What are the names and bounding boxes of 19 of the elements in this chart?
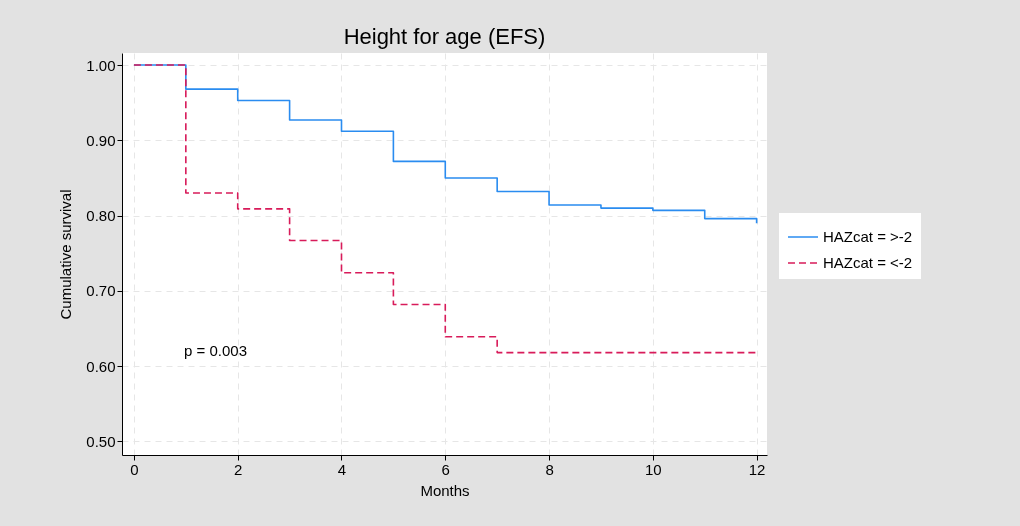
x-tick-label: 10 bbox=[645, 460, 662, 478]
chart-title: Height for age (EFS) bbox=[343, 24, 546, 49]
legend-label: HAZcat = <-2 bbox=[823, 254, 913, 271]
legend-label: HAZcat = >-2 bbox=[823, 228, 913, 245]
y-tick-label: 0.60 bbox=[86, 357, 116, 375]
y-tick-label: 0.80 bbox=[86, 207, 116, 225]
y-tick-label: 0.50 bbox=[86, 432, 116, 450]
annotation: p = 0.003 bbox=[184, 342, 247, 359]
y-tick-label: 1.00 bbox=[86, 56, 116, 74]
y-axis-title: Cumulative survival bbox=[57, 189, 75, 320]
x-tick-label: 6 bbox=[441, 460, 450, 478]
x-tick-label: 0 bbox=[130, 460, 139, 478]
x-tick-label: 8 bbox=[545, 460, 554, 478]
x-axis-title: Months bbox=[420, 481, 470, 499]
y-tick-label: 0.70 bbox=[86, 282, 116, 300]
x-tick-label: 4 bbox=[337, 460, 347, 478]
x-tick-label: 2 bbox=[234, 460, 243, 478]
y-tick-label: 0.90 bbox=[86, 131, 116, 149]
x-tick-label: 12 bbox=[748, 460, 766, 478]
